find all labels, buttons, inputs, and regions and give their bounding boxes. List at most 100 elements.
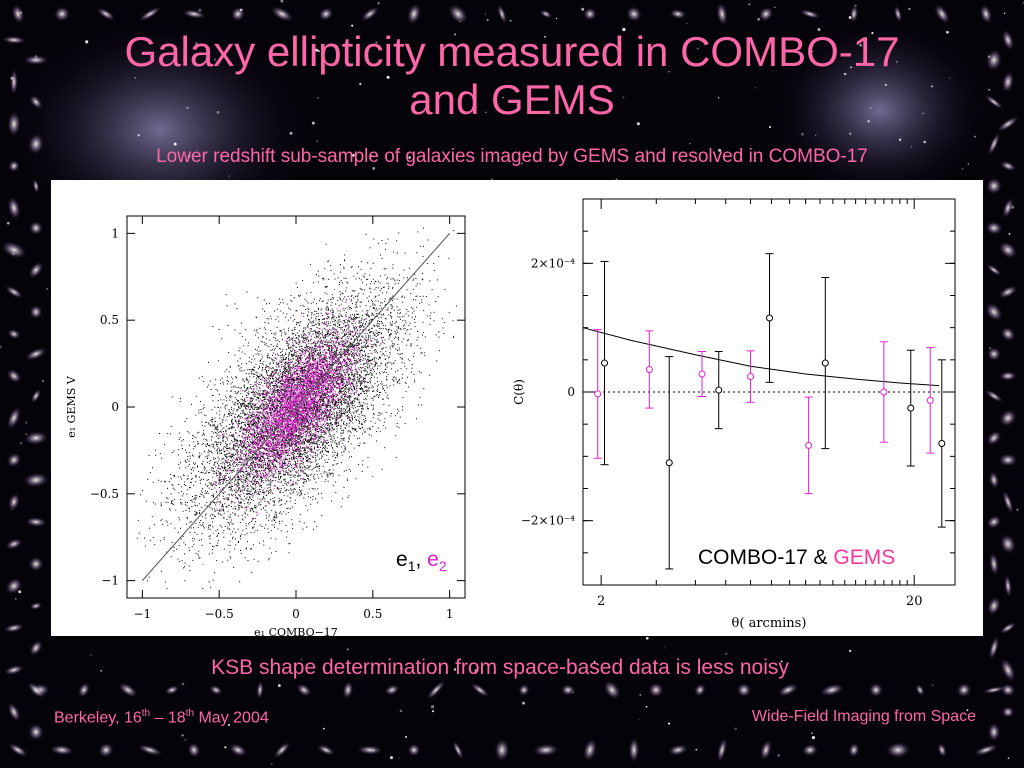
scatter-point <box>216 433 218 435</box>
scatter-point <box>245 419 247 421</box>
scatter-point <box>266 477 268 479</box>
scatter-point <box>240 422 242 424</box>
scatter-point <box>348 430 350 431</box>
scatter-point <box>227 511 229 513</box>
scatter-point <box>336 431 338 433</box>
scatter-point <box>237 515 239 517</box>
scatter-point <box>229 464 231 466</box>
scatter-point <box>251 465 253 466</box>
scatter-point <box>215 504 217 506</box>
scatter-point <box>181 503 183 505</box>
bg-galaxy <box>999 409 1017 427</box>
scatter-point <box>258 436 260 437</box>
scatter-point <box>342 379 344 381</box>
scatter-point <box>369 381 371 383</box>
scatter-point <box>319 417 321 419</box>
scatter-point <box>265 338 267 340</box>
scatter-point <box>348 390 350 392</box>
scatter-point <box>348 316 350 318</box>
scatter-point <box>286 484 288 486</box>
scatter-point <box>243 459 245 461</box>
scatter-point <box>168 481 170 483</box>
scatter-point <box>396 321 397 323</box>
scatter-point <box>311 335 313 337</box>
scatter-point <box>335 370 337 372</box>
scatter-point <box>320 342 322 344</box>
scatter-point <box>248 411 250 413</box>
scatter-point <box>306 426 308 428</box>
scatter-point <box>253 518 254 519</box>
scatter-point <box>212 549 213 550</box>
scatter-point <box>191 472 192 474</box>
scatter-point <box>223 427 225 429</box>
scatter-point <box>340 426 342 428</box>
scatter-point <box>290 397 291 399</box>
bg-galaxy <box>53 6 71 22</box>
scatter-point <box>307 426 309 428</box>
scatter-point <box>284 490 286 492</box>
bg-star <box>85 40 89 44</box>
scatter-point <box>326 303 328 305</box>
scatter-point <box>301 443 303 445</box>
scatter-point <box>393 380 395 382</box>
scatter-point <box>280 441 282 443</box>
scatter-point <box>272 367 274 369</box>
scatter-point <box>337 367 339 369</box>
scatter-point <box>302 417 304 418</box>
scatter-point <box>331 358 333 360</box>
scatter-point <box>374 371 375 373</box>
scatter-point <box>287 367 289 369</box>
scatter-point <box>319 355 321 356</box>
scatter-point <box>367 353 369 355</box>
scatter-point <box>166 521 168 523</box>
scatter-point <box>231 495 233 497</box>
scatter-point <box>347 417 349 419</box>
scatter-point <box>266 372 268 374</box>
scatter-point <box>272 392 274 394</box>
scatter-point <box>319 452 321 454</box>
scatter-point <box>278 455 279 457</box>
scatter-point <box>214 428 216 430</box>
bg-galaxy <box>23 55 49 65</box>
scatter-point <box>280 530 282 532</box>
scatter-point <box>310 328 312 329</box>
scatter-point <box>235 461 237 463</box>
scatter-point <box>395 336 397 338</box>
bg-galaxy <box>317 744 335 756</box>
scatter-point <box>333 429 335 431</box>
scatter-point <box>208 526 209 528</box>
scatter-point <box>358 342 360 344</box>
scatter-point <box>197 465 198 467</box>
scatter-point <box>360 381 362 383</box>
scatter-point <box>302 349 304 351</box>
scatter-point <box>368 361 370 363</box>
scatter-point <box>195 498 196 500</box>
bg-star <box>370 155 372 157</box>
scatter-point <box>371 304 373 306</box>
scatter-point <box>310 497 311 498</box>
bg-star <box>228 175 230 177</box>
scatter-point <box>328 309 330 311</box>
scatter-point <box>230 489 232 491</box>
bg-star <box>187 154 191 158</box>
scatter-point <box>293 382 295 384</box>
scatter-point <box>222 509 224 511</box>
scatter-point <box>392 305 394 307</box>
scatter-point <box>300 414 302 416</box>
scatter-point <box>295 371 297 373</box>
bg-star <box>197 149 199 151</box>
scatter-point <box>247 439 249 440</box>
scatter-point <box>429 318 431 319</box>
scatter-point <box>303 380 304 382</box>
scatter-point <box>259 524 261 526</box>
scatter-point <box>278 473 280 475</box>
scatter-point <box>283 495 285 497</box>
bg-star <box>636 122 640 126</box>
scatter-point <box>374 422 376 424</box>
scatter-point <box>179 467 181 469</box>
scatter-point <box>261 479 262 481</box>
scatter-point <box>208 454 210 456</box>
scatter-point <box>341 403 342 404</box>
scatter-point <box>335 377 337 379</box>
scatter-point <box>319 410 320 412</box>
